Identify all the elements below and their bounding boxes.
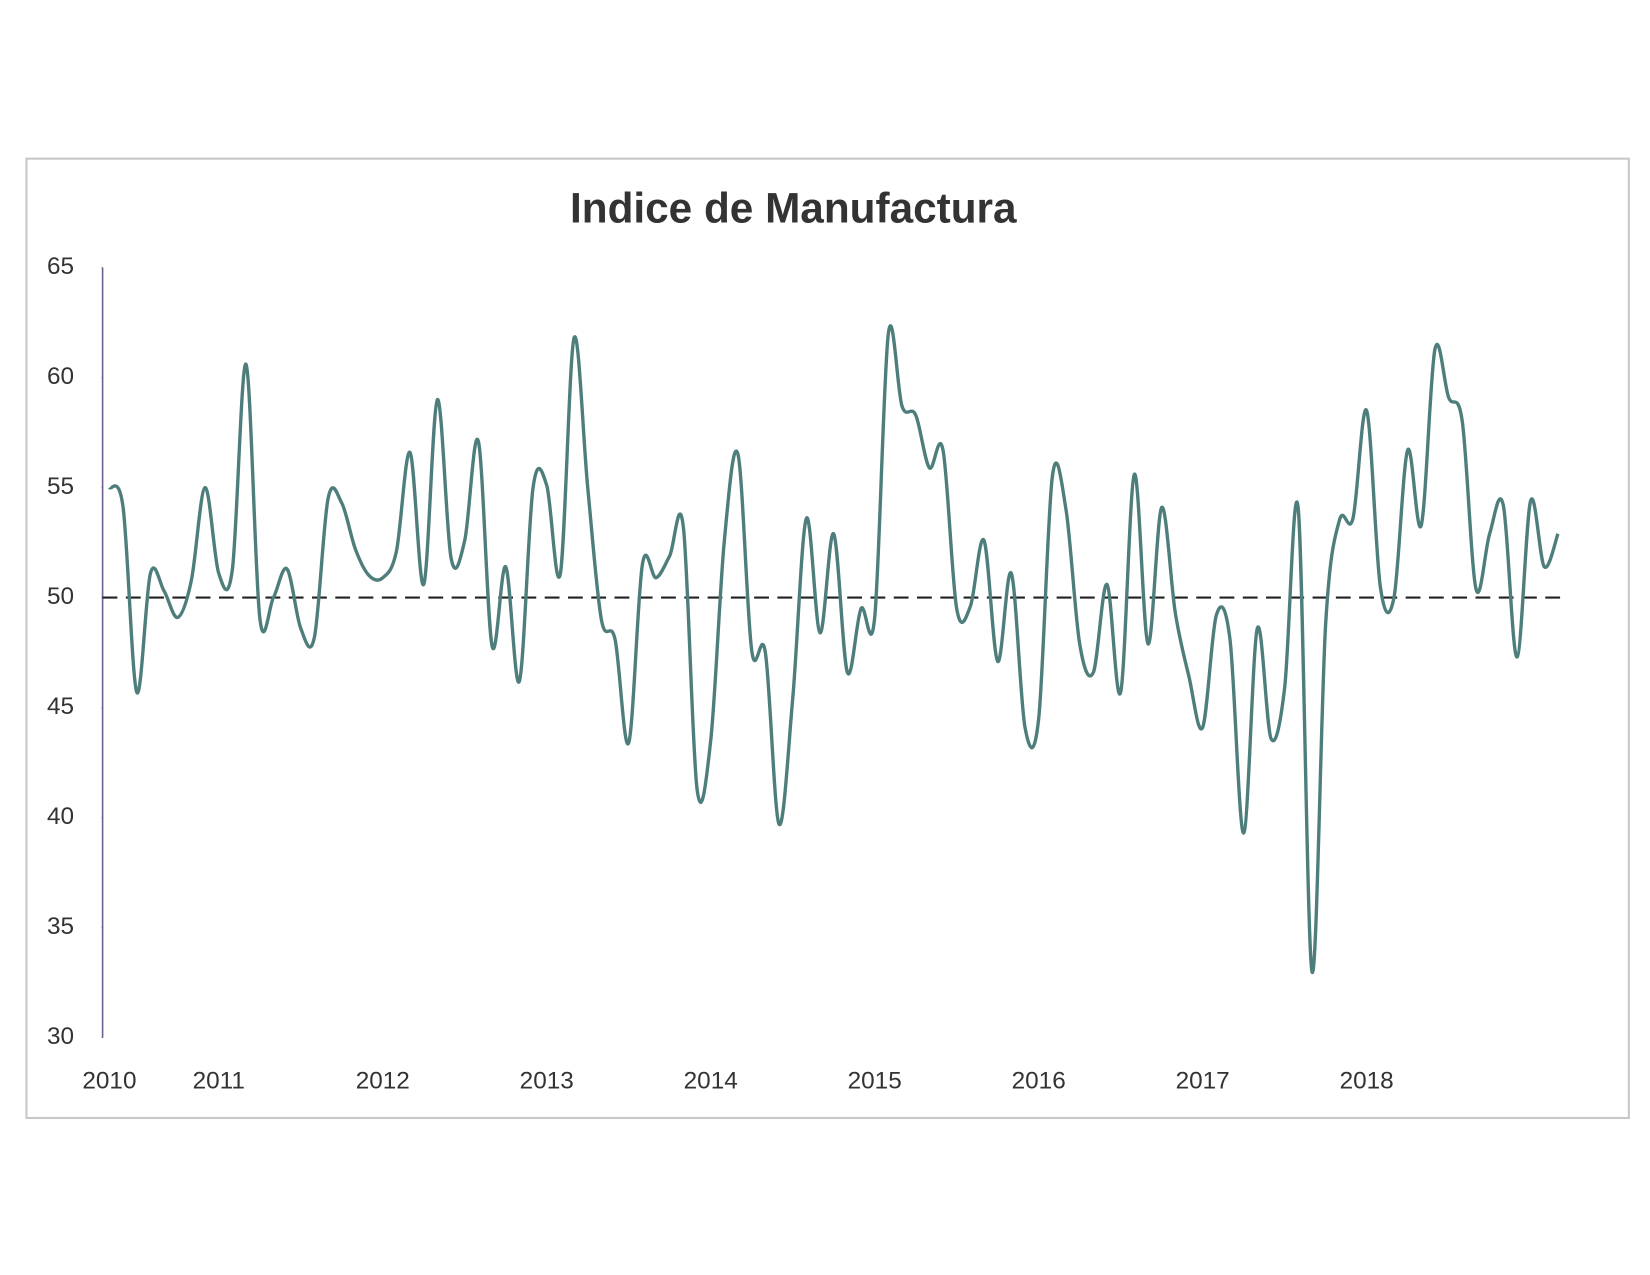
x-tick-label: 2012 [356,1067,410,1094]
y-tick-label: 45 [47,693,74,720]
y-tick-label: 50 [47,583,74,610]
y-tick-label: 55 [47,473,74,500]
y-tick-label: 65 [47,253,74,280]
x-tick-label: 2013 [520,1067,574,1094]
y-tick-label: 35 [47,913,74,940]
chart-frame [25,157,1630,1120]
y-tick-label: 40 [47,803,74,830]
x-tick-label: 2011 [193,1067,245,1094]
chart-title: Indice de Manufactura [570,185,1017,232]
x-tick-label: 2010 [82,1067,136,1094]
x-tick-label: 2016 [1012,1067,1066,1094]
x-tick-label: 2014 [684,1067,738,1094]
y-tick-label: 30 [47,1023,74,1050]
x-tick-label: 2018 [1340,1067,1394,1094]
x-tick-label: 2015 [848,1067,902,1094]
data-line [108,324,1560,974]
y-tick-label: 60 [47,363,74,390]
x-tick-label: 2017 [1176,1067,1230,1094]
